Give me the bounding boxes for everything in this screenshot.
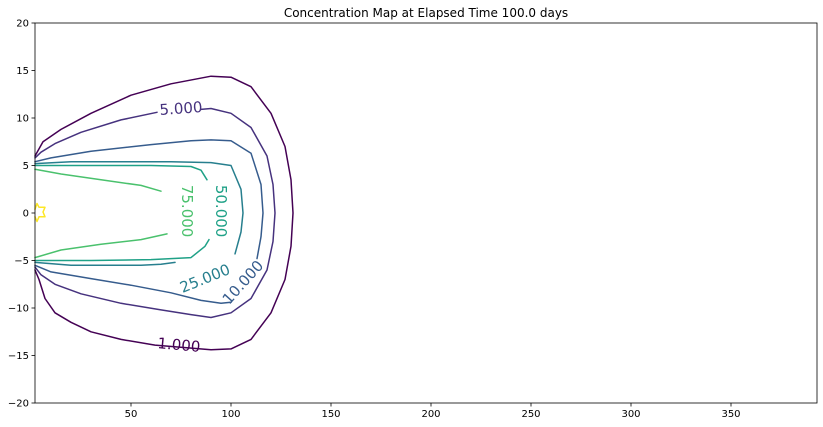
contour-line-5-seg1 (34, 111, 158, 159)
x-tick-label: 100 (221, 409, 240, 420)
plot-frame (34, 22, 818, 404)
x-tick-label: 200 (421, 409, 440, 420)
contour-line-1-seg0 (34, 75, 294, 351)
axes: 50 100 150 200 250 300 350 −20 −15 −10 −5 0 5 10 15 20 (8, 19, 818, 420)
contour-label: 50.000 (212, 185, 230, 238)
x-tick-label: 50 (125, 409, 138, 420)
contour-line-10-seg1 (34, 139, 264, 260)
y-tick-label: −20 (8, 399, 29, 410)
y-tick-label: 15 (16, 66, 29, 77)
y-tick-label: −15 (8, 351, 29, 362)
y-tick-label: 0 (23, 209, 29, 220)
contour-line-75-seg0 (34, 233, 168, 259)
contour-line-25-seg1 (34, 160, 244, 255)
contour-line-100-seg0 (34, 202, 46, 223)
y-tick-label: −10 (8, 304, 29, 315)
contour-line-25-seg0 (34, 261, 176, 267)
x-tick-label: 150 (321, 409, 340, 420)
x-tick-label: 300 (621, 409, 640, 420)
y-tick-label: −5 (14, 256, 29, 267)
y-tick-label: 20 (16, 19, 29, 30)
contour-label: 75.000 (178, 185, 196, 238)
contour-label: 5.000 (159, 98, 203, 119)
contour-line-10-seg0 (34, 264, 232, 305)
contour-line-5-seg0 (34, 107, 276, 319)
contour-line-50-seg1 (34, 164, 208, 181)
contour-line-75-seg1 (34, 168, 162, 192)
chart-title: Concentration Map at Elapsed Time 100.0 … (284, 6, 568, 20)
x-tick-label: 350 (721, 409, 740, 420)
x-tick-label: 250 (521, 409, 540, 420)
y-tick-label: 10 (16, 114, 29, 125)
contour-label: 1.000 (157, 334, 201, 356)
contour-line-50-seg0 (34, 238, 210, 262)
y-tick-label: 5 (23, 161, 29, 172)
contour-layer (34, 75, 294, 351)
